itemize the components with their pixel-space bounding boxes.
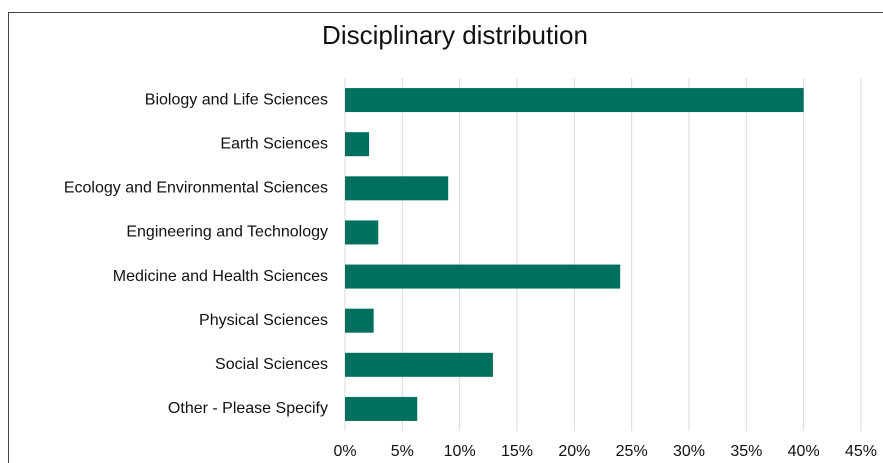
x-tick-label: 20% xyxy=(558,443,590,460)
y-tick-label: Medicine and Health Sciences xyxy=(113,268,328,285)
x-tick-label: 25% xyxy=(616,443,648,460)
x-tick-label: 45% xyxy=(845,443,877,460)
bar xyxy=(345,352,493,377)
bar xyxy=(345,308,374,333)
y-tick-label: Engineering and Technology xyxy=(126,224,328,241)
y-tick-label: Biology and Life Sciences xyxy=(145,91,328,108)
y-tick-label: Physical Sciences xyxy=(199,312,328,329)
y-tick-label: Earth Sciences xyxy=(220,135,328,152)
bar xyxy=(345,220,379,245)
bar xyxy=(345,396,418,421)
x-tick-label: 5% xyxy=(391,443,414,460)
bar xyxy=(345,88,804,113)
chart-title: Disciplinary distribution xyxy=(322,20,588,50)
y-tick-label: Social Sciences xyxy=(215,356,328,373)
bar xyxy=(345,132,370,157)
x-tick-label: 15% xyxy=(501,443,533,460)
bar xyxy=(345,176,449,201)
bar xyxy=(345,264,621,289)
x-tick-label: 10% xyxy=(444,443,476,460)
chart-frame xyxy=(8,12,883,463)
x-tick-label: 35% xyxy=(730,443,762,460)
y-tick-label: Ecology and Environmental Sciences xyxy=(64,180,328,197)
x-tick-label: 40% xyxy=(788,443,820,460)
x-tick-label: 30% xyxy=(673,443,705,460)
x-tick-label: 0% xyxy=(333,443,356,460)
y-tick-label: Other - Please Specify xyxy=(168,400,328,417)
